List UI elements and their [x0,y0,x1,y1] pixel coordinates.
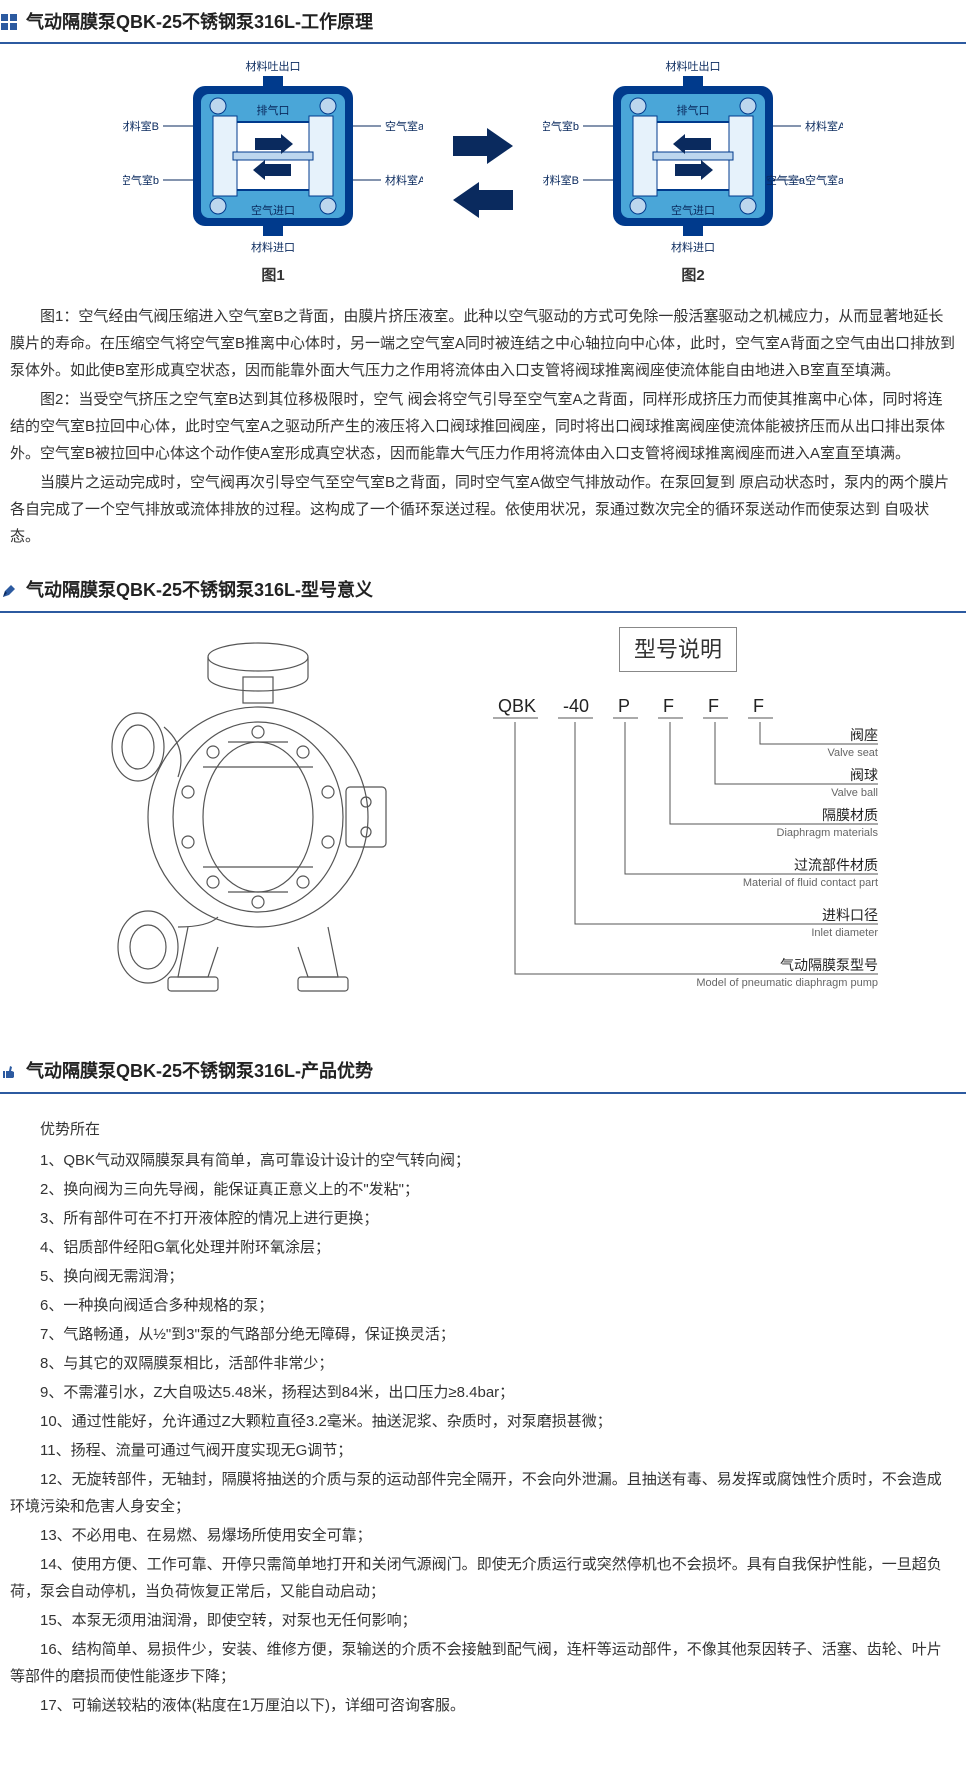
svg-text:空气室b: 空气室b [123,173,159,187]
working-principle-diagrams: 材料吐出口 材料进口 排气口 空气进口 空气室a 材料室A 材料室B 空气室b … [0,56,966,289]
svg-text:Inlet diameter: Inlet diameter [811,927,878,939]
svg-text:Valve ball: Valve ball [831,787,878,799]
svg-text:Model of pneumatic diaphragm p: Model of pneumatic diaphragm pump [696,977,878,989]
arrow-left-icon [453,182,513,218]
section-title: 气动隔膜泵QBK-25不锈钢泵316L-工作原理 [26,6,373,38]
svg-text:材料进口: 材料进口 [671,240,715,254]
svg-text:材料吐出口: 材料吐出口 [246,59,301,73]
pump-diagram-2: 材料吐出口 材料进口 排气口 空气进口 材料室A 空气室a 空气室a 空气室b … [543,56,843,256]
figure-1: 材料吐出口 材料进口 排气口 空气进口 空气室a 材料室A 材料室B 空气室b … [123,56,423,289]
svg-text:排气口: 排气口 [257,103,290,117]
pump-wireframe-drawing [78,627,438,1007]
list-item: 3、所有部件可在不打开液体腔的情况上进行更换； [10,1205,956,1232]
svg-text:材料室A: 材料室A [805,119,843,133]
grid-icon [0,13,18,31]
figure-1-caption: 图1 [123,262,423,289]
advantages-list: 优势所在 1、QBK气动双隔膜泵具有简单，高可靠设计设计的空气转向阀； 2、换向… [0,1106,966,1741]
svg-text:过流部件材质: 过流部件材质 [794,857,878,873]
svg-text:隔膜材质: 隔膜材质 [822,807,878,823]
pump-diagram-1: 材料吐出口 材料进口 排气口 空气进口 空气室a 材料室A 材料室B 空气室b [123,56,423,256]
model-code-diagram: 型号说明 QBK -40 P F F F [468,627,888,1032]
list-item: 9、不需灌引水，Z大自吸达5.48米，扬程达到84米，出口压力≥8.4bar； [10,1379,956,1406]
list-item: 4、铝质部件经阳G氧化处理并附环氧涂层； [10,1234,956,1261]
section-title: 气动隔膜泵QBK-25不锈钢泵316L-型号意义 [26,574,373,606]
list-item: 1、QBK气动双隔膜泵具有简单，高可靠设计设计的空气转向阀； [10,1147,956,1174]
section-header-advantages: 气动隔膜泵QBK-25不锈钢泵316L-产品优势 [0,1049,966,1093]
svg-text:材料吐出口: 材料吐出口 [666,59,721,73]
working-principle-text: 图1：空气经由气阀压缩进入空气室B之背面，由膜片挤压液室。此种以空气驱动的方式可… [0,299,966,568]
svg-text:排气口: 排气口 [677,103,710,117]
svg-text:QBK: QBK [498,696,536,716]
svg-text:F: F [753,696,764,716]
list-item: 17、可输送较粘的液体(粘度在1万厘泊以下)，详细可咨询客服。 [10,1692,956,1719]
svg-text:空气进口: 空气进口 [671,203,715,217]
list-item: 6、一种换向阀适合多种规格的泵； [10,1292,956,1319]
svg-text:材料进口: 材料进口 [251,240,295,254]
thumbs-up-icon [0,1063,18,1081]
svg-text:进料口径: 进料口径 [822,907,878,923]
flow-arrows [453,128,513,218]
model-explanation-block: 型号说明 QBK -40 P F F F [0,627,966,1032]
svg-text:空气室a: 空气室a [385,119,423,133]
arrow-right-icon [453,128,513,164]
paragraph: 当膜片之运动完成时，空气阀再次引导空气至空气室B之背面，同时空气室A做空气排放动… [10,469,956,550]
list-item: 13、不必用电、在易燃、易爆场所使用安全可靠； [10,1522,956,1549]
paragraph: 图1：空气经由气阀压缩进入空气室B之背面，由膜片挤压液室。此种以空气驱动的方式可… [10,303,956,384]
list-item: 16、结构简单、易损件少，安装、维修方便，泵输送的介质不会接触到配气阀，连杆等运… [10,1636,956,1690]
advantages-lead: 优势所在 [10,1116,956,1143]
pencil-icon [0,582,18,600]
svg-text:阀球: 阀球 [850,767,878,783]
figure-2: 材料吐出口 材料进口 排气口 空气进口 材料室A 空气室a 空气室a 空气室b … [543,56,843,289]
list-item: 15、本泵无须用油润滑，即使空转，对泵也无任何影响； [10,1607,956,1634]
svg-text:Diaphragm materials: Diaphragm materials [777,827,879,839]
list-item: 10、通过性能好，允许通过Z大颗粒直径3.2毫米。抽送泥浆、杂质时，对泵磨损甚微… [10,1408,956,1435]
svg-text:Valve seat: Valve seat [827,747,878,759]
model-title-box: 型号说明 [619,627,737,673]
svg-text:P: P [618,696,630,716]
svg-text:材料室A: 材料室A [385,173,423,187]
svg-text:F: F [663,696,674,716]
section-header-working-principle: 气动隔膜泵QBK-25不锈钢泵316L-工作原理 [0,0,966,44]
list-item: 12、无旋转部件，无轴封，隔膜将抽送的介质与泵的运动部件完全隔开，不会向外泄漏。… [10,1466,956,1520]
svg-text:F: F [708,696,719,716]
svg-text:材料室B: 材料室B [543,173,579,187]
list-item: 5、换向阀无需润滑； [10,1263,956,1290]
section-title: 气动隔膜泵QBK-25不锈钢泵316L-产品优势 [26,1055,373,1087]
list-item: 2、换向阀为三向先导阀，能保证真正意义上的不"发粘"； [10,1176,956,1203]
list-item: 8、与其它的双隔膜泵相比，活部件非常少； [10,1350,956,1377]
figure-2-caption: 图2 [543,262,843,289]
svg-text:Material of fluid contact part: Material of fluid contact part [743,877,878,889]
svg-text:空气室a: 空气室a [805,173,843,187]
paragraph: 图2：当受空气挤压之空气室B达到其位移极限时，空气 阀会将空气引导至空气室A之背… [10,386,956,467]
svg-text:气动隔膜泵型号: 气动隔膜泵型号 [780,957,878,973]
svg-text:空气进口: 空气进口 [251,203,295,217]
svg-text:材料室B: 材料室B [123,119,159,133]
section-header-model-meaning: 气动隔膜泵QBK-25不锈钢泵316L-型号意义 [0,568,966,612]
list-item: 14、使用方便、工作可靠、开停只需简单地打开和关闭气源阀门。即使无介质运行或突然… [10,1551,956,1605]
list-item: 11、扬程、流量可通过气阀开度实现无G调节； [10,1437,956,1464]
svg-text:-40: -40 [563,696,589,716]
list-item: 7、气路畅通，从½"到3"泵的气路部分绝无障碍，保证换灵活； [10,1321,956,1348]
svg-text:阀座: 阀座 [850,727,878,743]
svg-text:空气室b: 空气室b [543,119,579,133]
